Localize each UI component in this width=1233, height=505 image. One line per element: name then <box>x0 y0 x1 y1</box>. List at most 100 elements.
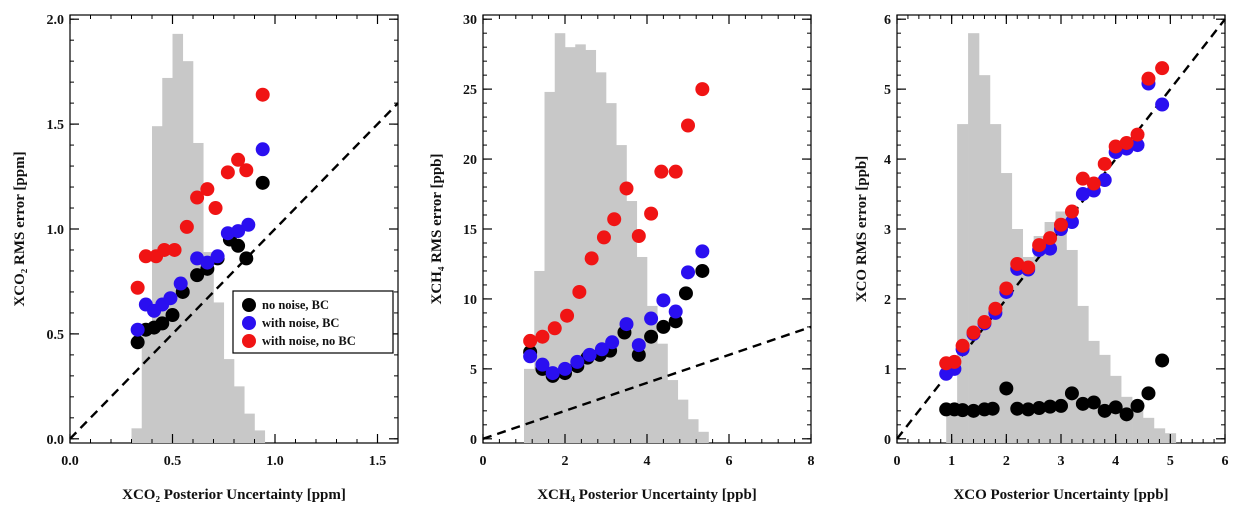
x-tick-label: 4 <box>644 454 651 469</box>
panel-xch4: 0 2 4 6 8 0 5 10 15 20 25 30 XCH₄ Posterior Uncert… <box>429 13 815 503</box>
point-with-noise-no-bc <box>1119 135 1134 150</box>
histogram-bar <box>1132 400 1144 443</box>
point-with-noise-no-bc <box>255 87 270 102</box>
series-points-xco2 <box>130 87 270 350</box>
point-with-noise-no-bc <box>231 152 246 167</box>
point-with-noise-bc <box>1130 138 1145 153</box>
point-no-noise-bc <box>1130 398 1145 413</box>
x-tick-label: 0 <box>894 454 901 469</box>
histogram-bar <box>1153 428 1166 443</box>
histogram-bar <box>647 305 658 443</box>
point-with-noise-bc <box>668 304 683 319</box>
point-with-noise-no-bc <box>1130 127 1145 142</box>
y-tick-label: 30 <box>463 13 477 28</box>
point-with-noise-no-bc <box>1021 260 1036 275</box>
histogram-bar <box>677 399 689 443</box>
histogram-bar <box>534 270 545 443</box>
point-with-noise-no-bc <box>1010 256 1025 271</box>
point-no-noise-bc <box>999 381 1014 396</box>
histogram-bar <box>979 75 991 443</box>
point-with-noise-no-bc <box>1075 171 1090 186</box>
y-tick-label: 2 <box>884 293 891 308</box>
point-with-noise-no-bc <box>955 338 970 353</box>
y-axis-label-xco2: XCO₂ RMS error [ppm] <box>12 151 28 306</box>
point-no-noise-bc <box>1075 396 1090 411</box>
point-with-noise-no-bc <box>138 249 153 264</box>
point-no-noise-bc <box>155 316 170 331</box>
histogram-bar <box>182 61 194 444</box>
point-with-noise-bc <box>558 361 572 376</box>
point-no-noise-bc <box>644 329 659 344</box>
legend-marker-with-noise-bc <box>242 316 256 330</box>
point-with-noise-no-bc <box>631 228 646 243</box>
point-with-noise-bc <box>570 354 585 369</box>
series-points-xco <box>939 61 1170 422</box>
histogram-bar <box>1033 235 1045 443</box>
panel-xco2: 0.0 0.5 1.0 1.5 0.0 0.5 1.0 1.5 2.0 XCO₂ Poster… <box>12 13 399 503</box>
histogram-bar <box>1022 256 1034 443</box>
histogram-bar <box>595 72 607 443</box>
point-with-noise-no-bc <box>190 190 205 205</box>
point-with-noise-bc <box>619 317 634 332</box>
point-with-noise-no-bc <box>607 212 622 227</box>
y-axis-label-xco: XCO RMS error [ppb] <box>854 156 870 303</box>
histogram-bar <box>554 33 566 443</box>
point-with-noise-no-bc <box>157 242 172 257</box>
point-with-noise-no-bc <box>179 219 194 234</box>
point-no-noise-bc <box>130 335 145 350</box>
point-with-noise-bc <box>523 349 538 364</box>
x-tick-label: 5 <box>1167 454 1174 469</box>
point-no-noise-bc <box>255 175 270 190</box>
histogram-bar <box>1000 173 1013 443</box>
histogram-bar <box>657 343 668 443</box>
x-ticks-xco: 0 1 2 3 4 5 6 <box>894 15 1229 469</box>
one-to-one-line-xco2 <box>69 102 399 440</box>
point-with-noise-bc <box>231 224 246 239</box>
point-with-noise-no-bc <box>1141 71 1156 86</box>
histogram-bar <box>565 47 576 444</box>
x-tick-label: 1.0 <box>266 454 284 469</box>
histogram-bar <box>1011 229 1024 443</box>
histogram-bar <box>698 431 709 443</box>
point-with-noise-bc <box>545 366 560 381</box>
point-no-noise-bc <box>1021 402 1036 417</box>
point-no-noise-bc <box>1097 403 1112 418</box>
histogram-bar <box>254 430 266 443</box>
panel-xco: 0 1 2 3 4 5 6 0 1 2 3 4 5 6 XCO Posterior Uncertaint… <box>854 13 1229 503</box>
point-no-noise-bc <box>1108 400 1123 415</box>
y-tick-label: 0.5 <box>47 328 65 343</box>
y-tick-label: 5 <box>470 363 477 378</box>
point-no-noise-bc <box>631 347 646 362</box>
point-with-noise-no-bc <box>523 333 538 348</box>
point-with-noise-no-bc <box>966 325 981 340</box>
point-with-noise-bc <box>163 291 178 306</box>
histogram-bar <box>172 33 184 443</box>
histogram-bar <box>616 145 627 443</box>
point-with-noise-no-bc <box>1155 61 1170 76</box>
point-with-noise-bc <box>631 338 646 353</box>
point-with-noise-no-bc <box>1043 231 1058 246</box>
point-no-noise-bc <box>1155 353 1170 368</box>
point-with-noise-no-bc <box>654 164 669 179</box>
histogram-bar <box>1088 340 1100 443</box>
point-with-noise-no-bc <box>644 206 659 221</box>
point-no-noise-bc <box>1032 401 1047 416</box>
point-with-noise-no-bc <box>977 315 992 330</box>
point-with-noise-no-bc <box>1054 217 1068 232</box>
point-no-noise-bc <box>1141 386 1156 401</box>
y-tick-label: 0 <box>470 433 477 448</box>
histogram-bar <box>131 428 143 443</box>
histogram-bar <box>1077 305 1089 443</box>
y-tick-label: 2.0 <box>47 13 65 28</box>
point-with-noise-no-bc <box>535 329 550 344</box>
series-points-xch4 <box>523 82 710 383</box>
x-tick-label: 0.5 <box>164 454 182 469</box>
y-tick-label: 4 <box>884 153 891 168</box>
histogram-bar <box>1066 249 1078 443</box>
histogram-bar <box>223 359 235 443</box>
point-with-noise-bc <box>1097 173 1112 188</box>
x-tick-label: 8 <box>808 454 815 469</box>
legend-label-with-noise-no-bc: with noise, no BC <box>262 334 356 348</box>
point-with-noise-no-bc <box>239 163 254 178</box>
histogram-bar <box>234 386 245 443</box>
